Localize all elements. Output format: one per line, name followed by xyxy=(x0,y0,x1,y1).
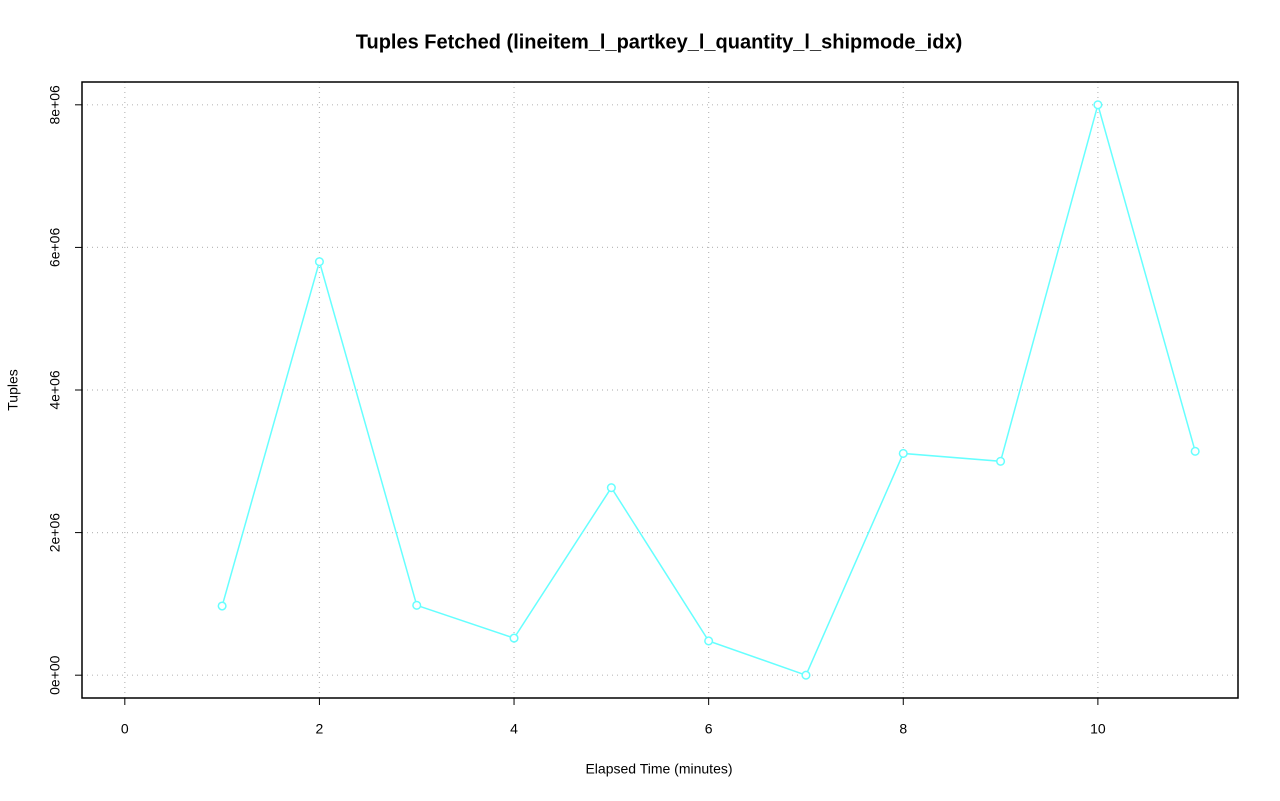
series-line xyxy=(221,102,1196,677)
data-point xyxy=(801,670,811,680)
x-tick-label: 10 xyxy=(1090,721,1106,737)
x-tick-label: 6 xyxy=(705,721,713,737)
data-point xyxy=(412,600,422,610)
x-tick-label: 4 xyxy=(510,721,518,737)
data-point xyxy=(996,456,1006,466)
y-tick-label: 8e+06 xyxy=(47,85,63,125)
x-tick-label: 0 xyxy=(121,721,129,737)
y-tick-label: 2e+06 xyxy=(47,513,63,553)
data-point xyxy=(704,636,714,646)
y-tick-label: 4e+06 xyxy=(47,370,63,410)
data-point xyxy=(314,257,324,267)
y-tick-label: 0e+00 xyxy=(47,655,63,695)
data-point xyxy=(1190,446,1200,456)
data-point xyxy=(217,601,227,611)
x-tick-label: 8 xyxy=(899,721,907,737)
data-point xyxy=(898,448,908,459)
x-tick-label: 2 xyxy=(316,721,324,737)
plot-frame xyxy=(81,81,1239,699)
y-tick-label: 6e+06 xyxy=(47,228,63,268)
y-axis-label: Tuples xyxy=(5,369,21,411)
data-point xyxy=(1093,100,1103,110)
data-point xyxy=(606,483,616,493)
chart-title: Tuples Fetched (lineitem_l_partkey_l_qua… xyxy=(356,31,962,53)
x-axis-label: Elapsed Time (minutes) xyxy=(585,761,732,777)
data-point xyxy=(509,633,519,643)
